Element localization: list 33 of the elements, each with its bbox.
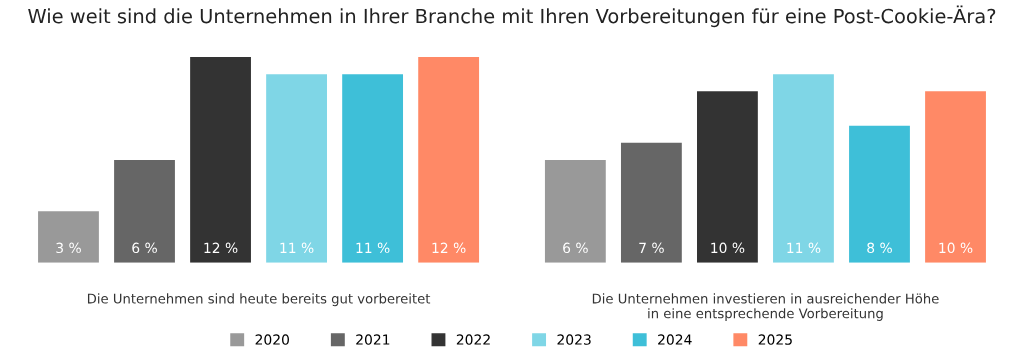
- bar: [418, 57, 480, 263]
- data-label: 6 %: [132, 242, 157, 254]
- data-label: 7 %: [639, 242, 664, 254]
- data-label: 12 %: [204, 242, 238, 254]
- bar: [849, 125, 910, 263]
- bar: [925, 91, 986, 263]
- legend-label: 2023: [557, 334, 591, 345]
- data-label: 3 %: [56, 242, 81, 254]
- data-label: 6 %: [563, 242, 588, 254]
- bar: [544, 159, 606, 263]
- data-label: 12 %: [432, 242, 466, 254]
- data-label: 11 %: [280, 242, 314, 254]
- legend-label: 2024: [658, 334, 692, 345]
- bar: [620, 142, 682, 263]
- data-label: 10 %: [711, 242, 745, 254]
- legend-label: 2022: [456, 334, 490, 345]
- bar: [266, 74, 327, 263]
- data-label: 10 %: [939, 242, 973, 254]
- legend-label: 2020: [255, 334, 289, 345]
- legend-label: 2025: [758, 334, 792, 345]
- bar: [114, 159, 175, 263]
- bar: [342, 74, 404, 263]
- data-label: 11 %: [787, 242, 821, 254]
- bar: [697, 91, 758, 263]
- data-label: 11 %: [356, 242, 390, 254]
- chart-title: Wie weit sind die Unternehmen in Ihrer Branche mit Ihren Vorbereitungen für eine Post-Cookie-Ära?: [28, 5, 996, 28]
- x-tick-label: Die Unternehmen investieren in ausreichender Höhe in eine entsprechende Vorbereitung: [592, 293, 939, 321]
- x-tick-label: Die Unternehmen sind heute bereits gut vorbereitet: [87, 293, 431, 307]
- bar: [38, 211, 99, 263]
- data-label: 8 %: [867, 242, 892, 254]
- bar: [773, 74, 834, 263]
- bar: [190, 57, 251, 263]
- legend-label: 2021: [356, 334, 390, 345]
